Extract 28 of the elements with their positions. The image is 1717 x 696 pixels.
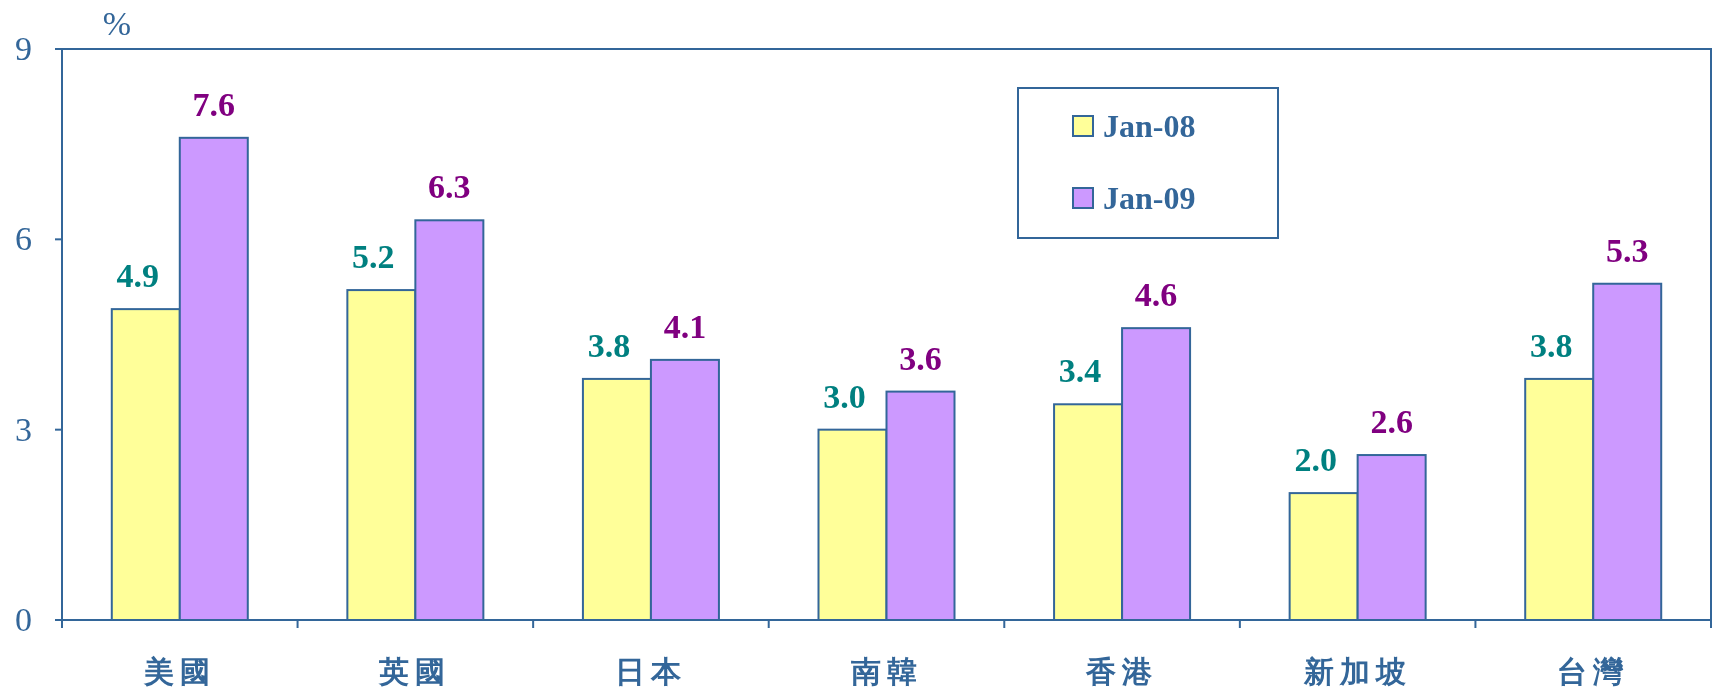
data-label: 4.6 — [1134, 276, 1178, 314]
data-label: 3.8 — [1529, 326, 1573, 364]
y-axis-title: % — [102, 5, 132, 42]
data-label: 3.0 — [823, 377, 866, 415]
data-label: 6.3 — [428, 168, 471, 206]
x-tick-label: 英國 — [378, 655, 452, 688]
legend-label: Jan-08 — [1103, 108, 1196, 144]
x-tick-label: 新加坡 — [1302, 655, 1412, 688]
data-label: 3.4 — [1058, 352, 1102, 390]
x-tick-label: 美國 — [142, 655, 216, 688]
y-tick-label: 6 — [15, 220, 32, 258]
data-label: 2.0 — [1294, 441, 1337, 479]
data-label: 7.6 — [192, 85, 236, 123]
data-label: 5.2 — [352, 238, 395, 276]
data-label: 3.8 — [587, 326, 631, 364]
legend-label: Jan-09 — [1103, 180, 1196, 216]
x-tick-label: 香港 — [1085, 655, 1159, 688]
x-tick-label: 台灣 — [1557, 655, 1630, 688]
y-tick-label: 0 — [15, 601, 32, 638]
data-label: 4.9 — [116, 257, 160, 295]
data-label: 3.6 — [899, 339, 942, 377]
data-label: 5.3 — [1605, 231, 1649, 269]
data-label: 2.6 — [1370, 403, 1413, 441]
y-tick-label: 9 — [15, 30, 32, 67]
y-tick-label: 3 — [15, 410, 32, 448]
x-tick-label: 南韓 — [850, 655, 923, 688]
data-label: 4.1 — [663, 307, 707, 345]
x-tick-label: 日本 — [614, 655, 687, 688]
